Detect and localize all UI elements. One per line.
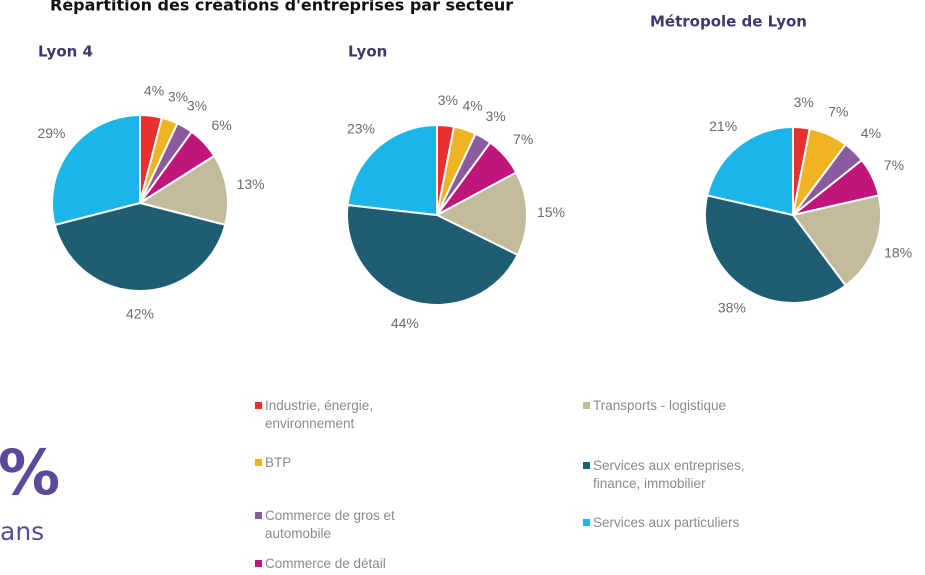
side-small-text: ans [0,517,44,546]
data-label: 4% [144,83,164,99]
data-label: 7% [513,131,533,147]
data-label: 15% [537,204,565,220]
legend-item: Commerce de détail [255,555,435,573]
pie-slice [346,123,438,217]
pie-slice [53,201,227,292]
data-label: 42% [126,306,154,322]
pie-slice [346,203,519,306]
chart-title: Métropole de Lyon [650,13,807,31]
legend-label: Commerce de détail [265,556,386,571]
chart-title: Lyon 4 [38,43,93,61]
side-big-text: % [0,436,60,509]
legend-item: Commerce de gros et automobile [255,507,435,543]
chart-title: Lyon [348,43,387,61]
legend-swatch [583,402,590,409]
legend-item: Industrie, énergie, environnement [255,397,435,433]
legend-label: Commerce de gros et automobile [265,508,395,541]
data-label: 23% [347,121,375,137]
legend-swatch [583,519,590,526]
data-label: 44% [391,315,419,331]
legend-label: BTP [265,455,292,470]
pie-slice [704,194,848,304]
data-label: 7% [884,157,904,173]
data-label: 3% [485,108,505,124]
legend-swatch [255,402,262,409]
data-label: 4% [462,97,482,113]
data-label: 21% [709,118,737,134]
legend-item: Transports - logistique [583,397,823,415]
pie-slice [51,113,141,227]
data-label: 6% [212,117,232,133]
legend-label: Services aux entreprises, finance, immob… [593,458,745,491]
pie-slice [791,194,882,287]
legend-swatch [583,462,590,469]
legend-label: Services aux particuliers [593,515,740,530]
legend-item: BTP [255,454,435,472]
data-label: 18% [884,244,912,260]
data-label: 13% [237,176,265,192]
data-label: 7% [828,103,848,119]
data-label: 38% [718,300,746,316]
legend-item: Services aux particuliers [583,514,823,532]
legend-label: Transports - logistique [593,398,727,413]
legend-swatch [255,459,262,466]
legend-item: Services aux entreprises, finance, immob… [583,457,793,493]
legend-swatch [255,560,262,567]
data-label: 4% [861,125,881,141]
data-label: 29% [37,125,65,141]
pie-slice [706,125,794,217]
data-label: 3% [438,92,458,108]
data-label: 3% [168,88,188,104]
legend-swatch [255,512,262,519]
page-title: Répartition des créations d'entreprises … [50,0,513,15]
pie-slice [434,171,528,257]
data-label: 3% [187,97,207,113]
legend-label: Industrie, énergie, environnement [265,398,374,431]
data-label: 3% [794,94,814,110]
